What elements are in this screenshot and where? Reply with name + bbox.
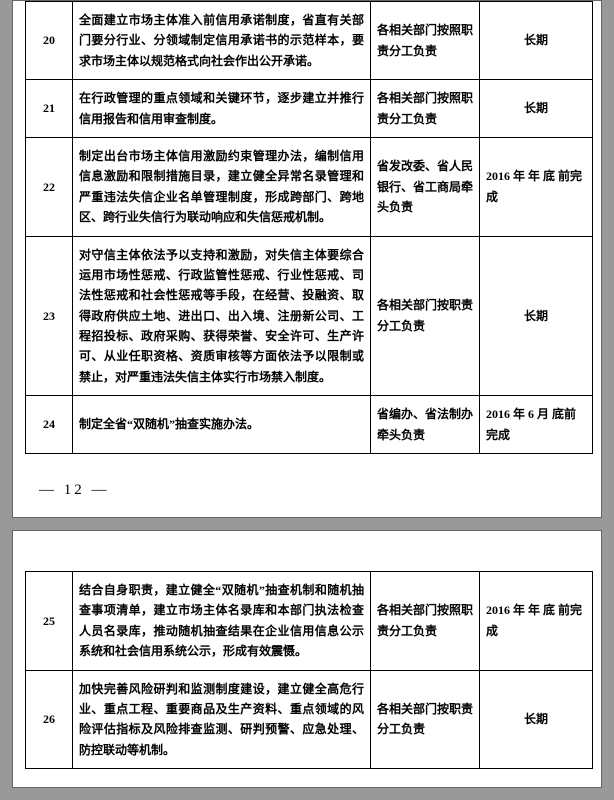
row-desc: 结合自身职责，建立健全“双随机”抽查机制和随机抽查事项清单，建立市场主体名录库和…: [73, 572, 371, 671]
table-row: 25 结合自身职责，建立健全“双随机”抽查机制和随机抽查事项清单，建立市场主体名…: [26, 572, 593, 671]
row-desc: 制定全省“双随机”抽查实施办法。: [73, 396, 371, 454]
row-desc: 制定出台市场主体信用激励约束管理办法，编制信用信息激励和限制措施目录，建立健全异…: [73, 137, 371, 236]
row-dept: 各相关部门按照职责分工负责: [371, 572, 480, 671]
row-dept: 各相关部门按照职责分工负责: [371, 2, 480, 80]
row-dept: 省发改委、省人民银行、省工商局牵头负责: [371, 137, 480, 236]
table-row: 21 在行政管理的重点领域和关键环节，逐步建立并推行信用报告和信用审查制度。 各…: [26, 80, 593, 138]
row-number: 20: [26, 2, 73, 80]
row-desc: 加快完善风险研判和监测制度建设，建立健全高危行业、重点工程、重要商品及生产资料、…: [73, 670, 371, 769]
row-dept: 各相关部门按职责分工负责: [371, 236, 480, 396]
row-due: 长期: [480, 670, 593, 769]
row-number: 22: [26, 137, 73, 236]
row-due: 2016 年 年 底 前完成: [480, 572, 593, 671]
row-due: 长期: [480, 236, 593, 396]
page-number: — 12 —: [25, 482, 589, 499]
page-1: 20 全面建立市场主体准入前信用承诺制度，省直有关部门要分行业、分领域制定信用承…: [12, 0, 602, 518]
row-desc: 全面建立市场主体准入前信用承诺制度，省直有关部门要分行业、分领域制定信用承诺书的…: [73, 2, 371, 80]
row-number: 26: [26, 670, 73, 769]
row-number: 24: [26, 396, 73, 454]
row-number: 25: [26, 572, 73, 671]
row-dept: 省编办、省法制办牵头负责: [371, 396, 480, 454]
row-desc: 在行政管理的重点领域和关键环节，逐步建立并推行信用报告和信用审查制度。: [73, 80, 371, 138]
row-number: 23: [26, 236, 73, 396]
table-row: 20 全面建立市场主体准入前信用承诺制度，省直有关部门要分行业、分领域制定信用承…: [26, 2, 593, 80]
row-due: 2016 年 年 底 前完成: [480, 137, 593, 236]
row-desc: 对守信主体依法予以支持和激励，对失信主体要综合运用市场性惩戒、行政监管性惩戒、行…: [73, 236, 371, 396]
table-row: 26 加快完善风险研判和监测制度建设，建立健全高危行业、重点工程、重要商品及生产…: [26, 670, 593, 769]
row-due: 长期: [480, 2, 593, 80]
table-page1: 20 全面建立市场主体准入前信用承诺制度，省直有关部门要分行业、分领域制定信用承…: [25, 1, 593, 454]
table-page2: 25 结合自身职责，建立健全“双随机”抽查机制和随机抽查事项清单，建立市场主体名…: [25, 571, 593, 769]
row-dept: 各相关部门按职责分工负责: [371, 670, 480, 769]
row-due: 2016 年 6 月 底前完成: [480, 396, 593, 454]
row-due: 长期: [480, 80, 593, 138]
row-number: 21: [26, 80, 73, 138]
table-row: 22 制定出台市场主体信用激励约束管理办法，编制信用信息激励和限制措施目录，建立…: [26, 137, 593, 236]
row-dept: 各相关部门按照职责分工负责: [371, 80, 480, 138]
page-2: 25 结合自身职责，建立健全“双随机”抽查机制和随机抽查事项清单，建立市场主体名…: [12, 530, 602, 788]
table-row: 24 制定全省“双随机”抽查实施办法。 省编办、省法制办牵头负责 2016 年 …: [26, 396, 593, 454]
table-row: 23 对守信主体依法予以支持和激励，对失信主体要综合运用市场性惩戒、行政监管性惩…: [26, 236, 593, 396]
